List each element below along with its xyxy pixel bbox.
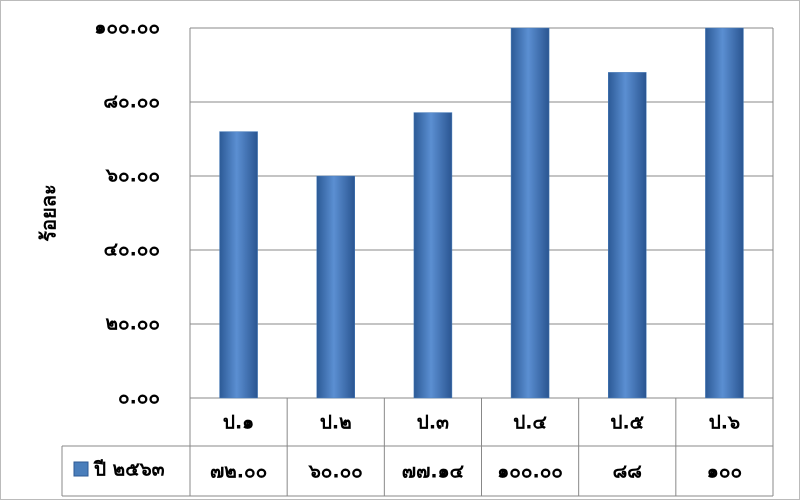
value-label: ๖๐.๐๐ [308,461,363,483]
legend-label: ปี ๒๕๖๓ [93,459,164,481]
y-tick-label: ๖๐.๐๐ [105,165,160,187]
bar [608,72,647,399]
x-tick-label: ป.๓ [417,412,449,434]
legend-key [73,461,89,477]
bar [219,131,258,399]
bar [510,27,550,399]
x-tick-label: ป.๒ [320,412,352,434]
value-label: ๘๘ [613,461,642,483]
x-tick-label: ป.๖ [709,412,740,434]
y-tick-label: ๑๐๐.๐๐ [94,17,160,39]
bar [316,175,355,399]
value-label: ๑๐๐.๐๐ [497,461,563,483]
x-tick-label: ป.๕ [610,412,644,434]
y-tick-label: ๒๐.๐๐ [105,313,160,335]
value-label: ๑๐๐ [707,461,742,483]
x-tick-label: ป.๔ [513,412,547,434]
y-tick-label: ๐.๐๐ [118,387,160,409]
bar [413,112,453,399]
y-tick-label: ๔๐.๐๐ [104,239,160,261]
bar [705,27,744,399]
y-tick-label: ๘๐.๐๐ [103,91,160,113]
value-label: ๗๗.๑๔ [402,461,464,483]
x-tick-label: ป.๑ [223,412,254,434]
value-label: ๗๒.๐๐ [210,461,267,483]
y-axis-label: ร้อยละ [37,184,61,241]
